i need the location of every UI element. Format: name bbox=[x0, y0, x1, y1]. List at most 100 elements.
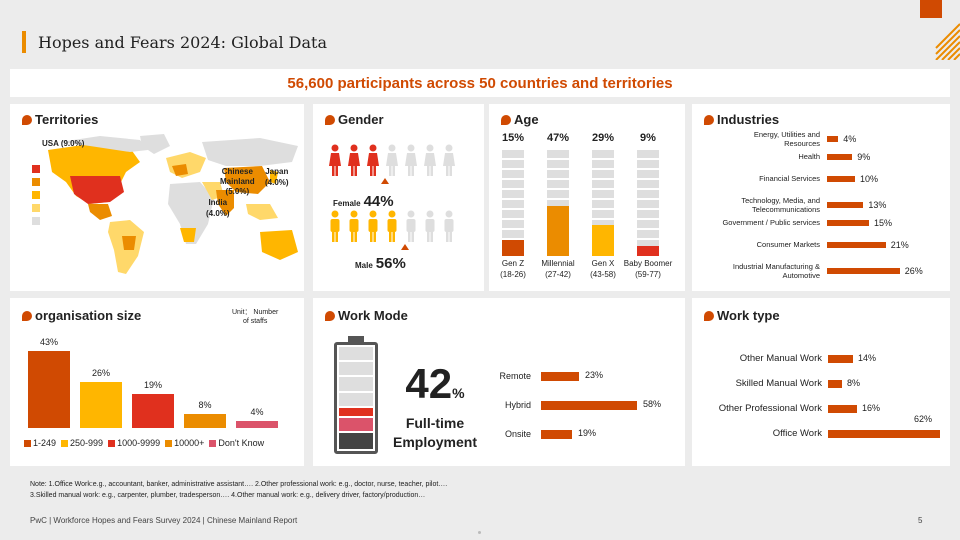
age-title: Age bbox=[501, 112, 539, 127]
age-group-name: Millennial bbox=[541, 259, 575, 268]
female-person-icon bbox=[424, 144, 436, 176]
industry-pct: 4% bbox=[843, 134, 857, 144]
banner-text: 56,600 participants across 50 countries … bbox=[287, 74, 673, 92]
work-mode-pct: 23% bbox=[585, 370, 604, 380]
org-size-legend-label: Don't Know bbox=[218, 438, 265, 448]
footer-text: PwC | Workforce Hopes and Fears Survey 2… bbox=[30, 516, 298, 525]
work-type-title: Work type bbox=[704, 308, 780, 323]
industry-bar bbox=[827, 202, 864, 208]
industry-label: Health bbox=[692, 152, 820, 161]
org-size-legend-item: 1000-9999 bbox=[108, 438, 160, 448]
male-person-icon bbox=[368, 210, 378, 242]
industry-label-line: Resources bbox=[784, 139, 820, 148]
age-pct-label: 9% bbox=[640, 132, 656, 144]
org-size-legend-item: 10000+ bbox=[165, 438, 204, 448]
title-accent-bar bbox=[22, 31, 26, 53]
bullet-icon bbox=[501, 114, 511, 125]
age-card: Age 15% Gen Z (18-26) 47% Millennial (27-42) 2… bbox=[489, 104, 685, 291]
legend-swatch bbox=[32, 165, 40, 173]
age-group-name: Gen X bbox=[591, 259, 615, 268]
age-pct-label: 29% bbox=[591, 132, 615, 144]
male-icons bbox=[330, 210, 454, 250]
male-stat: Male 56% bbox=[355, 255, 406, 272]
industry-label-line: Technology, Media, and bbox=[741, 196, 820, 205]
age-group-range: (27-42) bbox=[545, 270, 571, 279]
footer-dot bbox=[478, 531, 481, 534]
female-marker-icon bbox=[381, 178, 389, 184]
female-label: Female bbox=[333, 199, 361, 208]
legend-swatch bbox=[61, 439, 69, 447]
legend-swatch bbox=[165, 439, 173, 447]
female-value: 44% bbox=[363, 193, 394, 210]
industry-bar bbox=[827, 154, 853, 160]
bullet-icon bbox=[22, 310, 32, 321]
industry-pct: 10% bbox=[860, 174, 879, 184]
work-type-pct: 14% bbox=[858, 353, 877, 363]
age-group-range: (43-58) bbox=[590, 270, 616, 279]
org-size-bar bbox=[236, 421, 278, 428]
org-size-chart: 43% 26% 19% 8% 4% bbox=[10, 328, 304, 430]
page-number: 5 bbox=[918, 516, 923, 525]
org-size-pct: 4% bbox=[250, 407, 264, 417]
corner-decoration bbox=[920, 0, 960, 61]
industry-label: Consumer Markets bbox=[692, 240, 820, 249]
work-type-pct: 62% bbox=[914, 414, 933, 424]
male-marker-icon bbox=[401, 244, 409, 250]
work-type-card: Work type Other Manual Work 14% Skilled Ma… bbox=[692, 298, 950, 466]
male-person-icon bbox=[387, 210, 397, 242]
industry-label-line: Industrial Manufacturing & bbox=[732, 262, 820, 271]
work-mode-bar bbox=[541, 430, 572, 439]
age-group-name: Gen Z bbox=[501, 259, 525, 268]
page-title: Hopes and Fears 2024: Global Data bbox=[38, 33, 327, 52]
work-mode-label: Onsite bbox=[504, 429, 531, 439]
male-person-icon bbox=[330, 210, 340, 242]
age-column-track bbox=[637, 150, 659, 256]
org-size-legend-item: 250-999 bbox=[61, 438, 103, 448]
territories-card: Territories USA (9.0%) bbox=[10, 104, 304, 291]
industries-card: Industries Energy, Utilities and Resource… bbox=[692, 104, 950, 291]
work-mode-pct: 19% bbox=[578, 428, 597, 438]
map-legend bbox=[32, 165, 41, 225]
female-icons bbox=[329, 144, 455, 184]
work-type-chart: Other Manual Work 14% Skilled Manual Work 8… bbox=[692, 348, 950, 448]
industry-label: Energy, Utilities and Resources bbox=[692, 130, 820, 148]
org-size-legend-label: 1-249 bbox=[33, 438, 57, 448]
industry-label: Financial Services bbox=[692, 174, 820, 183]
work-mode-card: Work Mode 42% Full-time Employment Remot… bbox=[313, 298, 685, 466]
industry-pct: 15% bbox=[874, 218, 893, 228]
bullet-icon bbox=[325, 114, 335, 125]
org-size-pct: 43% bbox=[39, 337, 58, 347]
legend-swatch bbox=[108, 439, 116, 447]
age-bar bbox=[502, 240, 524, 256]
industry-label-line: Financial Services bbox=[759, 174, 820, 183]
banner: 56,600 participants across 50 countries … bbox=[10, 69, 950, 97]
female-stat: Female 44% bbox=[333, 193, 394, 210]
industry-pct: 9% bbox=[857, 152, 871, 162]
industry-label-line: Government / Public services bbox=[722, 218, 820, 227]
work-type-bar bbox=[828, 355, 853, 363]
legend-swatch bbox=[24, 439, 31, 447]
org-size-legend-label: 1000-9999 bbox=[117, 438, 161, 448]
work-mode-bar bbox=[541, 401, 637, 410]
bullet-icon bbox=[704, 114, 714, 125]
industry-label-line: Automotive bbox=[782, 271, 820, 280]
industries-title: Industries bbox=[704, 112, 779, 127]
org-size-pct: 19% bbox=[143, 380, 162, 390]
industry-label-line: Energy, Utilities and bbox=[753, 130, 820, 139]
age-group-name: Baby Boomer bbox=[623, 259, 673, 268]
gender-title: Gender bbox=[325, 112, 384, 127]
age-pct-label: 47% bbox=[546, 132, 570, 144]
work-type-label: Other Professional Work bbox=[718, 403, 822, 414]
org-size-legend-item: 1-249 bbox=[24, 438, 56, 448]
note-line-2: 3.Skilled manual work: e.g., carpenter, … bbox=[30, 492, 426, 499]
industry-pct: 13% bbox=[868, 200, 887, 210]
label-usa: USA (9.0%) bbox=[42, 139, 85, 148]
org-size-title: organisation size bbox=[22, 308, 141, 323]
work-type-pct: 16% bbox=[862, 403, 881, 413]
work-mode-pct: 58% bbox=[643, 399, 662, 409]
label-china: Chinese Mainland (5.0%) bbox=[220, 167, 255, 196]
full-time-number: 42 bbox=[405, 360, 453, 407]
work-type-bar bbox=[828, 405, 857, 413]
male-value: 56% bbox=[375, 255, 406, 272]
age-bar bbox=[547, 206, 569, 256]
